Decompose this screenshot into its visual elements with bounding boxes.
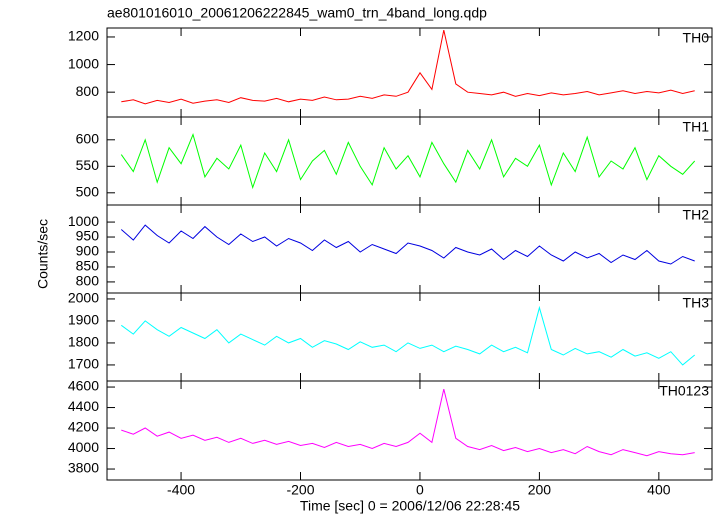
y-tick-label: 850 xyxy=(76,258,100,274)
x-tick-label: 400 xyxy=(647,482,671,498)
y-tick-label: 4600 xyxy=(68,378,99,394)
y-tick-label: 500 xyxy=(76,184,100,200)
y-axis-label: Counts/sec xyxy=(35,219,51,289)
y-tick-label: 1900 xyxy=(68,312,99,328)
series-label: TH3 xyxy=(683,295,710,311)
panel-frame xyxy=(106,204,713,294)
x-axis-label: Time [sec] 0 = 2006/12/06 22:28:45 xyxy=(300,498,520,514)
y-tick-label: 550 xyxy=(76,157,100,173)
panel-frame xyxy=(106,292,713,382)
y-tick-label: 800 xyxy=(76,273,100,289)
y-tick-label: 4400 xyxy=(68,398,99,414)
y-tick-label: 1200 xyxy=(68,28,99,44)
y-tick-label: 1000 xyxy=(68,55,99,71)
series-label: TH1 xyxy=(683,119,710,135)
data-line xyxy=(121,29,695,105)
y-tick-label: 4200 xyxy=(68,419,99,435)
panel-frame xyxy=(106,116,713,206)
y-tick-label: 800 xyxy=(76,83,100,99)
panel-frame xyxy=(106,27,713,118)
data-line xyxy=(121,388,695,457)
y-tick-label: 4000 xyxy=(68,439,99,455)
x-tick-label: -400 xyxy=(167,482,195,498)
data-line xyxy=(120,224,695,265)
x-tick-label: -200 xyxy=(286,482,314,498)
series-label: TH0 xyxy=(683,30,710,46)
data-line xyxy=(121,305,696,366)
y-tick-label: 600 xyxy=(76,130,100,146)
y-tick-label: 1000 xyxy=(68,213,99,229)
y-tick-label: 900 xyxy=(76,243,100,259)
data-line xyxy=(120,132,696,190)
y-tick-label: 2000 xyxy=(68,290,99,306)
y-tick-label: 950 xyxy=(76,228,100,244)
y-tick-label: 1800 xyxy=(68,334,99,350)
series-label: TH2 xyxy=(683,207,710,223)
x-tick-label: 200 xyxy=(528,482,552,498)
series-label: TH0123 xyxy=(659,383,709,399)
panel-frame xyxy=(106,380,713,481)
y-tick-label: 3800 xyxy=(68,460,99,476)
y-tick-label: 1700 xyxy=(68,356,99,372)
x-tick-label: 0 xyxy=(416,482,424,498)
chart-title: ae801016010_20061206222845_wam0_trn_4ban… xyxy=(107,5,487,21)
